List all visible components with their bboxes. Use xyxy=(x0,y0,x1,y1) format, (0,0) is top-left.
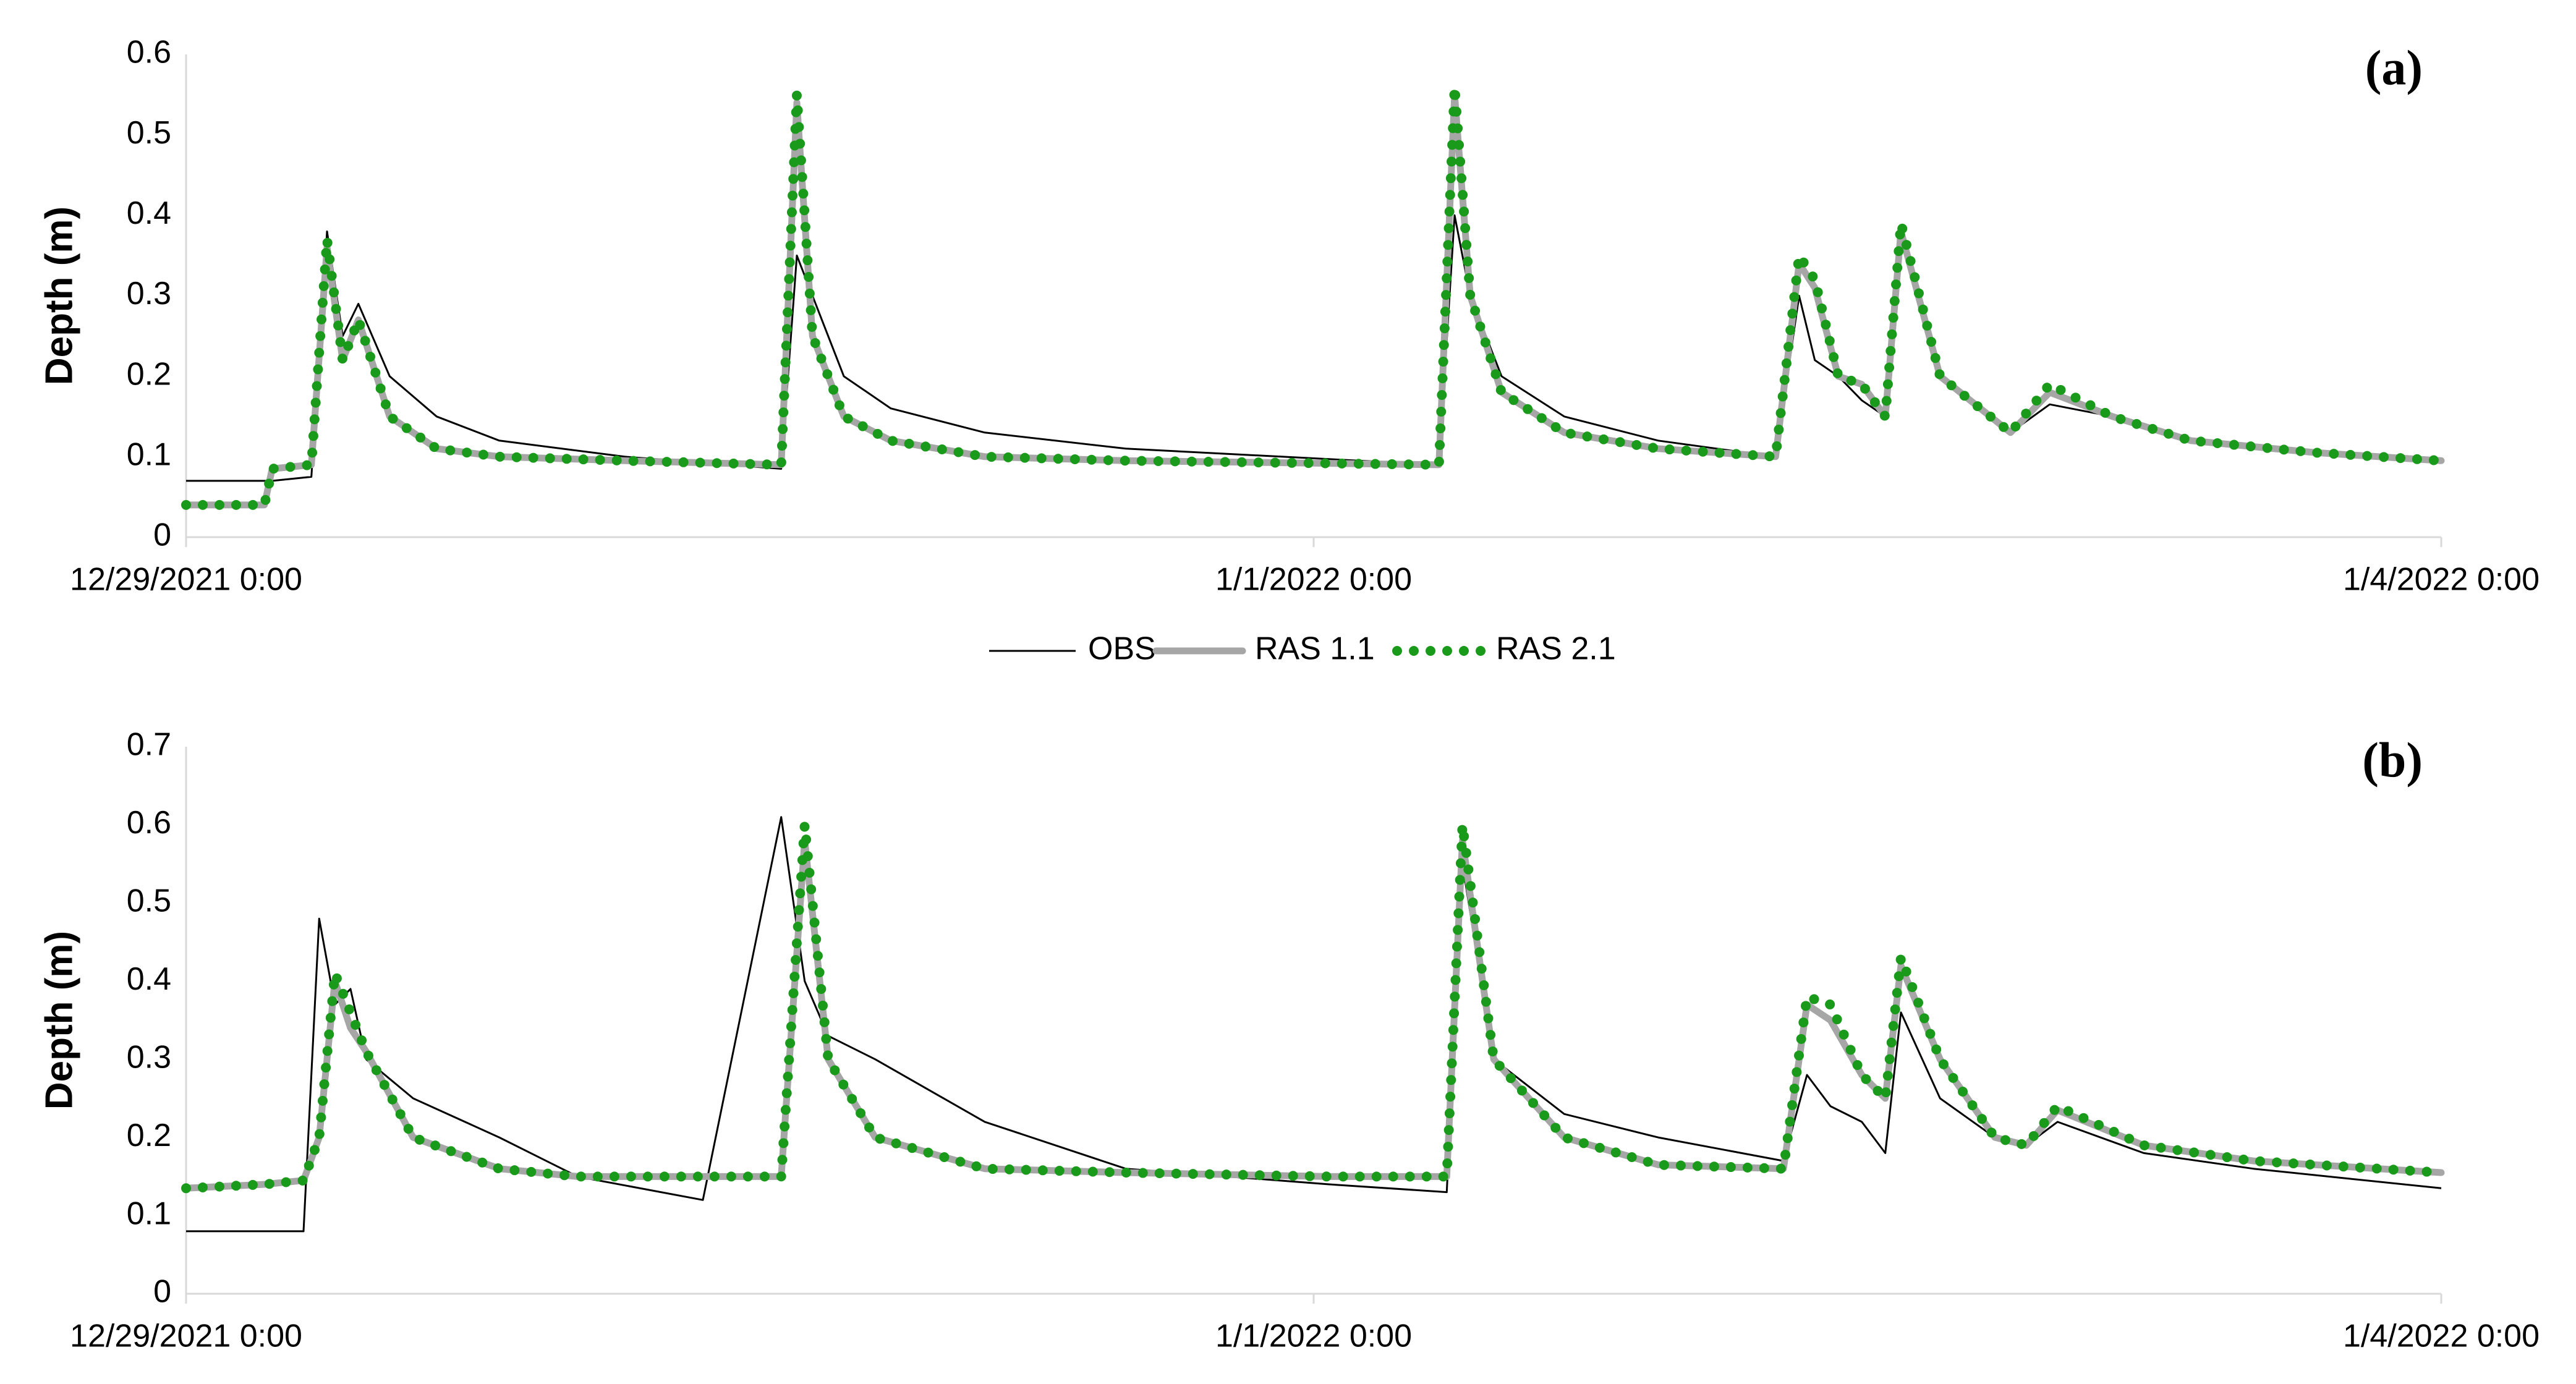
y-tick-label: 0.2 xyxy=(127,356,171,392)
panel-label: (b) xyxy=(2362,733,2423,788)
y-axis-title: Depth (m) xyxy=(38,206,80,385)
y-tick-label: 0.6 xyxy=(127,805,171,841)
y-tick-label: 0 xyxy=(153,517,171,553)
y-tick-label: 0.3 xyxy=(127,1039,171,1075)
y-tick-label: 0.5 xyxy=(127,115,171,151)
legend-label: RAS 2.1 xyxy=(1496,631,1616,667)
y-tick-label: 0.1 xyxy=(127,437,171,473)
y-tick-label: 0.4 xyxy=(127,195,171,231)
y-tick-label: 0.3 xyxy=(127,276,171,312)
legend-label: RAS 1.1 xyxy=(1255,631,1375,667)
data-line xyxy=(181,820,2446,1194)
y-tick-label: 0.5 xyxy=(127,883,171,919)
y-axis-title: Depth (m) xyxy=(38,931,80,1110)
legend-label: OBS xyxy=(1088,631,1156,667)
y-tick-label: 0.4 xyxy=(127,961,171,997)
y-tick-label: 0.6 xyxy=(127,35,171,70)
y-tick-label: 0.1 xyxy=(127,1195,171,1231)
y-tick-label: 0.7 xyxy=(127,727,171,763)
x-tick-label: 1/1/2022 0:00 xyxy=(1215,562,1412,598)
x-tick-label: 1/4/2022 0:00 xyxy=(2343,562,2540,598)
x-tick-label: 1/1/2022 0:00 xyxy=(1215,1318,1412,1354)
y-tick-label: 0.2 xyxy=(127,1118,171,1153)
data-line xyxy=(182,837,2445,1192)
data-line xyxy=(181,82,2446,510)
panel-label: (a) xyxy=(2365,41,2423,95)
x-tick-label: 12/29/2021 0:00 xyxy=(70,1318,302,1354)
x-tick-label: 12/29/2021 0:00 xyxy=(70,562,302,598)
data-line xyxy=(186,214,2442,482)
y-tick-label: 0 xyxy=(153,1274,171,1310)
x-tick-label: 1/4/2022 0:00 xyxy=(2343,1318,2540,1354)
